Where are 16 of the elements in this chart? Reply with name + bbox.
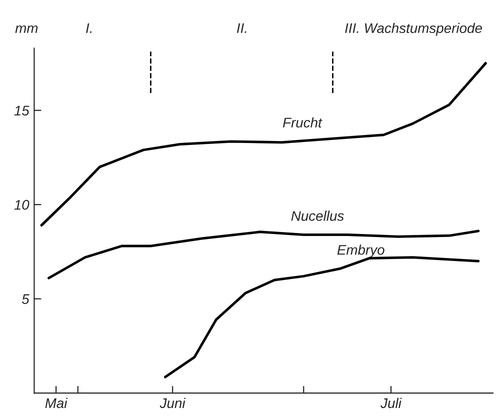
y-axis-title: mm <box>15 25 38 33</box>
text: II. <box>236 23 246 33</box>
series-label: Nucellus <box>291 210 344 221</box>
line-series <box>48 230 480 280</box>
x-tick-label: Juli <box>380 398 402 408</box>
y-tick-label: 5 <box>22 294 30 304</box>
series-label: Embryo <box>337 244 384 258</box>
text: III. Wachstumsperiode <box>345 22 482 36</box>
x-tick-label: Mai <box>45 398 68 408</box>
text: I. <box>86 23 92 33</box>
series-label: Frucht <box>282 117 322 128</box>
y-tick-label: 15 <box>14 106 30 116</box>
y-tick-label: 10 <box>14 200 30 210</box>
x-tick-label: Juni <box>160 398 186 408</box>
line-series <box>40 62 487 227</box>
line-series <box>164 256 480 378</box>
